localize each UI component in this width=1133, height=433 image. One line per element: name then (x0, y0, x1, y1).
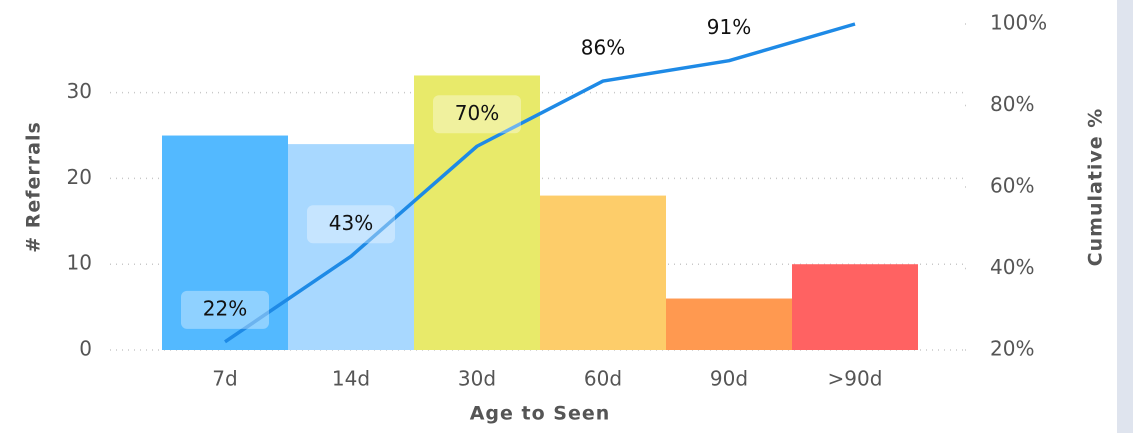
y-tick-label: 30 (67, 79, 92, 103)
y2-axis-title: Cumulative % (1085, 108, 1107, 267)
bar (414, 75, 540, 350)
data-label: 100% (826, 0, 883, 3)
data-label-box (181, 290, 269, 329)
data-label-box (811, 0, 899, 11)
data-label: 86% (581, 36, 625, 60)
data-label: 22% (203, 296, 247, 320)
bar (666, 298, 792, 350)
y2-tick-label: 20% (990, 337, 1034, 361)
y2-tick-label: 100% (990, 11, 1047, 35)
bar (540, 195, 666, 350)
x-axis-title: Age to Seen (470, 403, 611, 425)
x-tick-label: 90d (710, 367, 748, 391)
x-tick-label: 30d (458, 367, 496, 391)
data-label: 70% (455, 101, 499, 125)
y2-tick-label: 80% (990, 92, 1034, 116)
y-tick-label: 10 (67, 251, 92, 275)
y2-tick-label: 40% (990, 255, 1034, 279)
y2-tick-label: 60% (990, 174, 1034, 198)
bar (288, 144, 414, 350)
data-label-box (307, 205, 395, 244)
scrollbar (1117, 0, 1133, 433)
data-label: 91% (707, 15, 751, 39)
x-tick-label: 60d (584, 367, 622, 391)
y-tick-label: 20 (67, 165, 92, 189)
y-tick-label: 0 (79, 337, 92, 361)
x-tick-label: >90d (828, 367, 883, 391)
y-axis-title: # Referrals (23, 121, 45, 253)
data-label: 43% (329, 211, 373, 235)
data-label-box (685, 9, 773, 48)
data-label-box (433, 95, 521, 134)
data-label-box (559, 30, 647, 69)
x-tick-label: 7d (212, 367, 237, 391)
x-tick-label: 14d (332, 367, 370, 391)
bar (792, 264, 918, 350)
cumulative-line (224, 22, 856, 344)
